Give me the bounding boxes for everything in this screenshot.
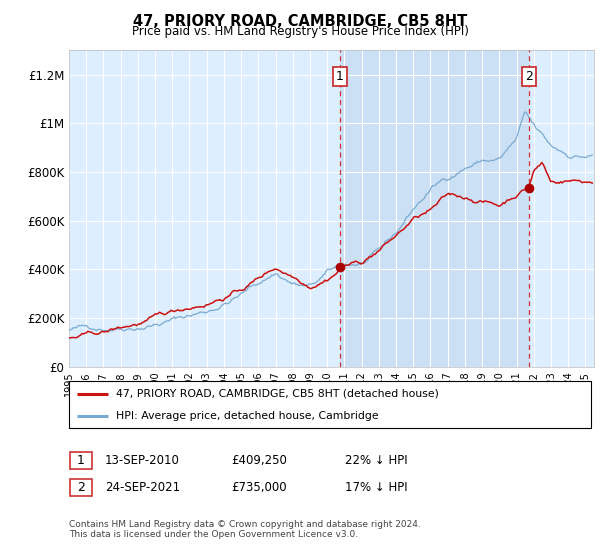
Text: 17% ↓ HPI: 17% ↓ HPI [345, 480, 407, 494]
Text: Price paid vs. HM Land Registry's House Price Index (HPI): Price paid vs. HM Land Registry's House … [131, 25, 469, 38]
Text: 2: 2 [77, 481, 85, 494]
Text: 22% ↓ HPI: 22% ↓ HPI [345, 454, 407, 467]
FancyBboxPatch shape [69, 381, 591, 428]
Text: HPI: Average price, detached house, Cambridge: HPI: Average price, detached house, Camb… [116, 410, 379, 421]
Text: Contains HM Land Registry data © Crown copyright and database right 2024.
This d: Contains HM Land Registry data © Crown c… [69, 520, 421, 539]
Bar [340, 50, 529, 367]
Text: 1: 1 [77, 454, 85, 468]
Text: 24-SEP-2021: 24-SEP-2021 [105, 480, 180, 494]
Text: 13-SEP-2010: 13-SEP-2010 [105, 454, 180, 467]
FancyBboxPatch shape [70, 452, 92, 469]
Text: 1: 1 [335, 70, 344, 83]
Text: £409,250: £409,250 [231, 454, 287, 467]
Text: 2: 2 [525, 70, 533, 83]
Text: 47, PRIORY ROAD, CAMBRIDGE, CB5 8HT (detached house): 47, PRIORY ROAD, CAMBRIDGE, CB5 8HT (det… [116, 389, 439, 399]
FancyBboxPatch shape [70, 479, 92, 496]
Text: £735,000: £735,000 [231, 480, 287, 494]
Text: 47, PRIORY ROAD, CAMBRIDGE, CB5 8HT: 47, PRIORY ROAD, CAMBRIDGE, CB5 8HT [133, 14, 467, 29]
